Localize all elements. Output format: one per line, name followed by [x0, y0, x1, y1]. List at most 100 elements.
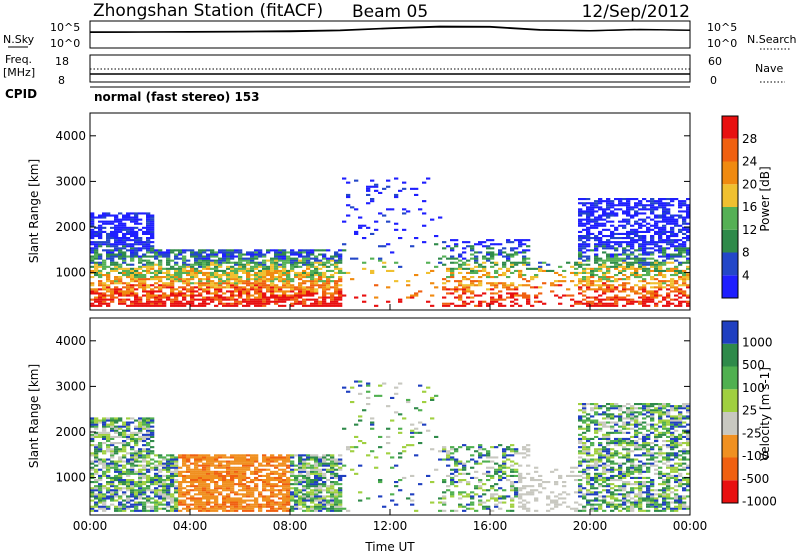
heatmap-cell	[134, 232, 139, 235]
heatmap-cell	[614, 257, 619, 260]
heatmap-cell	[94, 470, 99, 473]
heatmap-cell	[266, 476, 271, 479]
heatmap-cell	[534, 267, 539, 270]
heatmap-cell	[166, 474, 171, 477]
heatmap-cell	[286, 274, 291, 277]
heatmap-cell	[650, 200, 655, 203]
heatmap-cell	[242, 269, 247, 272]
heatmap-cell	[130, 448, 135, 451]
heatmap-cell	[670, 302, 675, 305]
heatmap-cell	[626, 257, 631, 260]
heatmap-cell	[610, 204, 615, 207]
heatmap-cell	[110, 454, 115, 457]
heatmap-cell	[662, 226, 667, 229]
heatmap-cell	[654, 263, 659, 266]
heatmap-cell	[274, 493, 279, 496]
heatmap-cell	[466, 241, 471, 244]
heatmap-cell	[654, 261, 659, 264]
heatmap-cell	[222, 286, 227, 289]
heatmap-cell	[122, 247, 127, 250]
heatmap-cell	[314, 464, 319, 467]
heatmap-cell	[678, 216, 683, 219]
heatmap-cell	[290, 284, 295, 287]
heatmap-cell	[138, 249, 143, 252]
heatmap-cell	[382, 265, 387, 268]
heatmap-cell	[482, 274, 487, 277]
heatmap-cell	[666, 243, 671, 246]
heatmap-cell	[150, 468, 155, 471]
heatmap-cell	[502, 462, 507, 465]
heatmap-cell	[578, 265, 583, 268]
heatmap-cell	[94, 251, 99, 254]
heatmap-cell	[466, 507, 471, 510]
heatmap-cell	[222, 481, 227, 484]
heatmap-cell	[610, 265, 615, 268]
heatmap-cell	[258, 251, 263, 254]
heatmap-cell	[478, 456, 483, 459]
heatmap-cell	[130, 454, 135, 457]
ytick-label: 4000	[55, 129, 86, 143]
heatmap-cell	[642, 212, 647, 215]
heatmap-cell	[282, 481, 287, 484]
heatmap-cell	[174, 302, 179, 305]
heatmap-cell	[210, 292, 215, 295]
heatmap-cell	[194, 470, 199, 473]
heatmap-cell	[530, 479, 535, 482]
heatmap-cell	[326, 302, 331, 305]
heatmap-cell	[450, 476, 455, 479]
heatmap-cell	[90, 259, 95, 262]
heatmap-cell	[270, 460, 275, 463]
heatmap-cell	[150, 265, 155, 268]
heatmap-cell	[230, 507, 235, 510]
heatmap-cell	[286, 271, 291, 274]
heatmap-cell	[674, 265, 679, 268]
heatmap-cell	[302, 269, 307, 272]
heatmap-cell	[438, 450, 443, 453]
heatmap-cell	[634, 300, 639, 303]
heatmap-cell	[202, 495, 207, 498]
heatmap-cell	[330, 481, 335, 484]
heatmap-cell	[606, 280, 611, 283]
heatmap-cell	[454, 474, 459, 477]
heatmap-cell	[458, 472, 463, 475]
heatmap-cell	[662, 249, 667, 252]
heatmap-cell	[662, 276, 667, 279]
heatmap-cell	[106, 222, 111, 225]
heatmap-cell	[298, 278, 303, 281]
heatmap-cell	[334, 290, 339, 293]
heatmap-cell	[158, 261, 163, 264]
heatmap-cell	[98, 220, 103, 223]
heatmap-cell	[582, 202, 587, 205]
heatmap-cell	[478, 446, 483, 449]
heatmap-cell	[638, 257, 643, 260]
heatmap-cell	[330, 255, 335, 258]
heatmap-cell	[314, 483, 319, 486]
heatmap-cell	[358, 224, 363, 227]
heatmap-cell	[554, 284, 559, 287]
heatmap-cell	[126, 292, 131, 295]
heatmap-cell	[298, 479, 303, 482]
heatmap-cell	[258, 470, 263, 473]
heatmap-cell	[114, 218, 119, 221]
heatmap-cell	[470, 501, 475, 504]
heatmap-cell	[226, 249, 231, 252]
heatmap-cell	[146, 479, 151, 482]
heatmap-cell	[598, 267, 603, 270]
heatmap-cell	[254, 503, 259, 506]
heatmap-cell	[622, 257, 627, 260]
heatmap-cell	[590, 300, 595, 303]
heatmap-cell	[94, 446, 99, 449]
heatmap-cell	[334, 462, 339, 465]
heatmap-cell	[574, 284, 579, 287]
heatmap-cell	[182, 456, 187, 459]
heatmap-cell	[138, 222, 143, 225]
heatmap-cell	[242, 300, 247, 303]
heatmap-cell	[578, 218, 583, 221]
heatmap-cell	[238, 276, 243, 279]
heatmap-cell	[534, 276, 539, 279]
heatmap-cell	[462, 292, 467, 295]
heatmap-cell	[214, 474, 219, 477]
heatmap-cell	[442, 448, 447, 451]
heatmap-cell	[262, 456, 267, 459]
heatmap-cell	[134, 503, 139, 506]
